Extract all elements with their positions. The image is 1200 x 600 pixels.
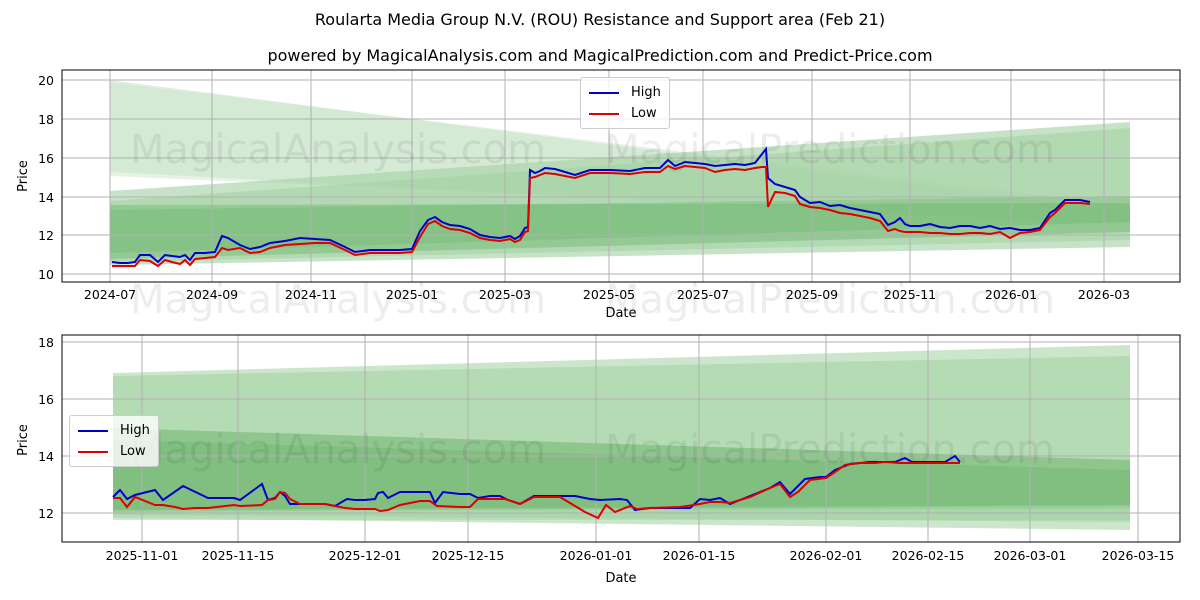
bottom-x-axis-label: Date <box>605 571 636 586</box>
chart-subtitle: powered by MagicalAnalysis.com and Magic… <box>267 46 933 65</box>
svg-text:20: 20 <box>38 73 54 88</box>
svg-text:2025-11-15: 2025-11-15 <box>202 548 275 563</box>
svg-text:2024-07: 2024-07 <box>84 287 136 302</box>
legend-label-low: Low <box>631 106 657 121</box>
svg-text:16: 16 <box>38 392 54 407</box>
watermark-analysis: MagicalAnalysis.com <box>130 127 546 173</box>
top-y-axis-label: Price <box>16 160 31 192</box>
svg-text:16: 16 <box>38 151 54 166</box>
svg-text:2026-03-15: 2026-03-15 <box>1102 548 1175 563</box>
low-line-swatch-icon <box>589 112 619 115</box>
svg-text:2025-03: 2025-03 <box>479 287 531 302</box>
legend-label-low: Low <box>120 444 146 459</box>
svg-text:2025-07: 2025-07 <box>677 287 729 302</box>
svg-text:12: 12 <box>38 228 54 243</box>
svg-text:2026-01: 2026-01 <box>985 287 1037 302</box>
svg-text:2026-03: 2026-03 <box>1078 287 1130 302</box>
bottom-low-line <box>113 460 960 520</box>
svg-text:2024-11: 2024-11 <box>285 287 337 302</box>
low-line-swatch-icon <box>78 450 108 453</box>
legend-item-low: Low <box>78 441 150 462</box>
bottom-y-ticks: 18 16 14 12 <box>38 335 54 521</box>
watermark-prediction-bottom: MagicalPrediction.com <box>605 427 1055 473</box>
watermark-prediction-2: MagicalPrediction.com <box>605 277 1055 323</box>
svg-text:14: 14 <box>38 190 54 205</box>
svg-text:2026-01-15: 2026-01-15 <box>663 548 736 563</box>
chart-title: Roularta Media Group N.V. (ROU) Resistan… <box>314 10 886 29</box>
svg-text:2026-03-01: 2026-03-01 <box>994 548 1067 563</box>
watermark-prediction: MagicalPrediction.com <box>605 127 1055 173</box>
svg-text:2025-01: 2025-01 <box>386 287 438 302</box>
svg-text:10: 10 <box>38 267 54 282</box>
legend-label-high: High <box>631 85 661 100</box>
top-low-line <box>112 164 1091 268</box>
svg-text:2026-02-01: 2026-02-01 <box>790 548 863 563</box>
svg-text:2025-11-01: 2025-11-01 <box>106 548 179 563</box>
svg-text:18: 18 <box>38 112 54 127</box>
legend-item-high: High <box>589 82 661 103</box>
top-x-ticks: 2024-07 2024-09 2024-11 2025-01 2025-03 … <box>84 287 1130 302</box>
bottom-legend: High Low <box>69 415 159 467</box>
svg-text:12: 12 <box>38 506 54 521</box>
svg-text:2024-09: 2024-09 <box>186 287 238 302</box>
top-high-line <box>111 146 1091 264</box>
svg-text:2025-11: 2025-11 <box>884 287 936 302</box>
svg-text:2026-01-01: 2026-01-01 <box>560 548 633 563</box>
watermark-analysis-2: MagicalAnalysis.com <box>130 277 546 323</box>
legend-label-high: High <box>120 423 150 438</box>
svg-text:14: 14 <box>38 449 54 464</box>
svg-text:2025-12-15: 2025-12-15 <box>432 548 505 563</box>
top-legend: High Low <box>580 77 670 129</box>
bottom-y-axis-label: Price <box>16 424 31 456</box>
high-line-swatch-icon <box>589 91 619 94</box>
legend-item-high: High <box>78 420 150 441</box>
svg-text:18: 18 <box>38 335 54 350</box>
top-x-axis-label: Date <box>605 306 636 321</box>
bottom-x-ticks: 2025-11-01 2025-11-15 2025-12-01 2025-12… <box>106 548 1175 563</box>
svg-text:2026-02-15: 2026-02-15 <box>892 548 965 563</box>
svg-text:2025-09: 2025-09 <box>786 287 838 302</box>
bottom-grid <box>62 335 1180 542</box>
top-y-ticks: 20 18 16 14 12 10 <box>38 73 54 282</box>
watermark-analysis-bottom: MagicalAnalysis.com <box>130 427 546 473</box>
legend-item-low: Low <box>589 103 661 124</box>
bottom-chart: MagicalAnalysis.com MagicalPrediction.co… <box>16 334 1181 586</box>
bottom-bands <box>113 345 1130 530</box>
high-line-swatch-icon <box>78 429 108 432</box>
svg-text:2025-12-01: 2025-12-01 <box>329 548 402 563</box>
svg-text:2025-05: 2025-05 <box>583 287 635 302</box>
